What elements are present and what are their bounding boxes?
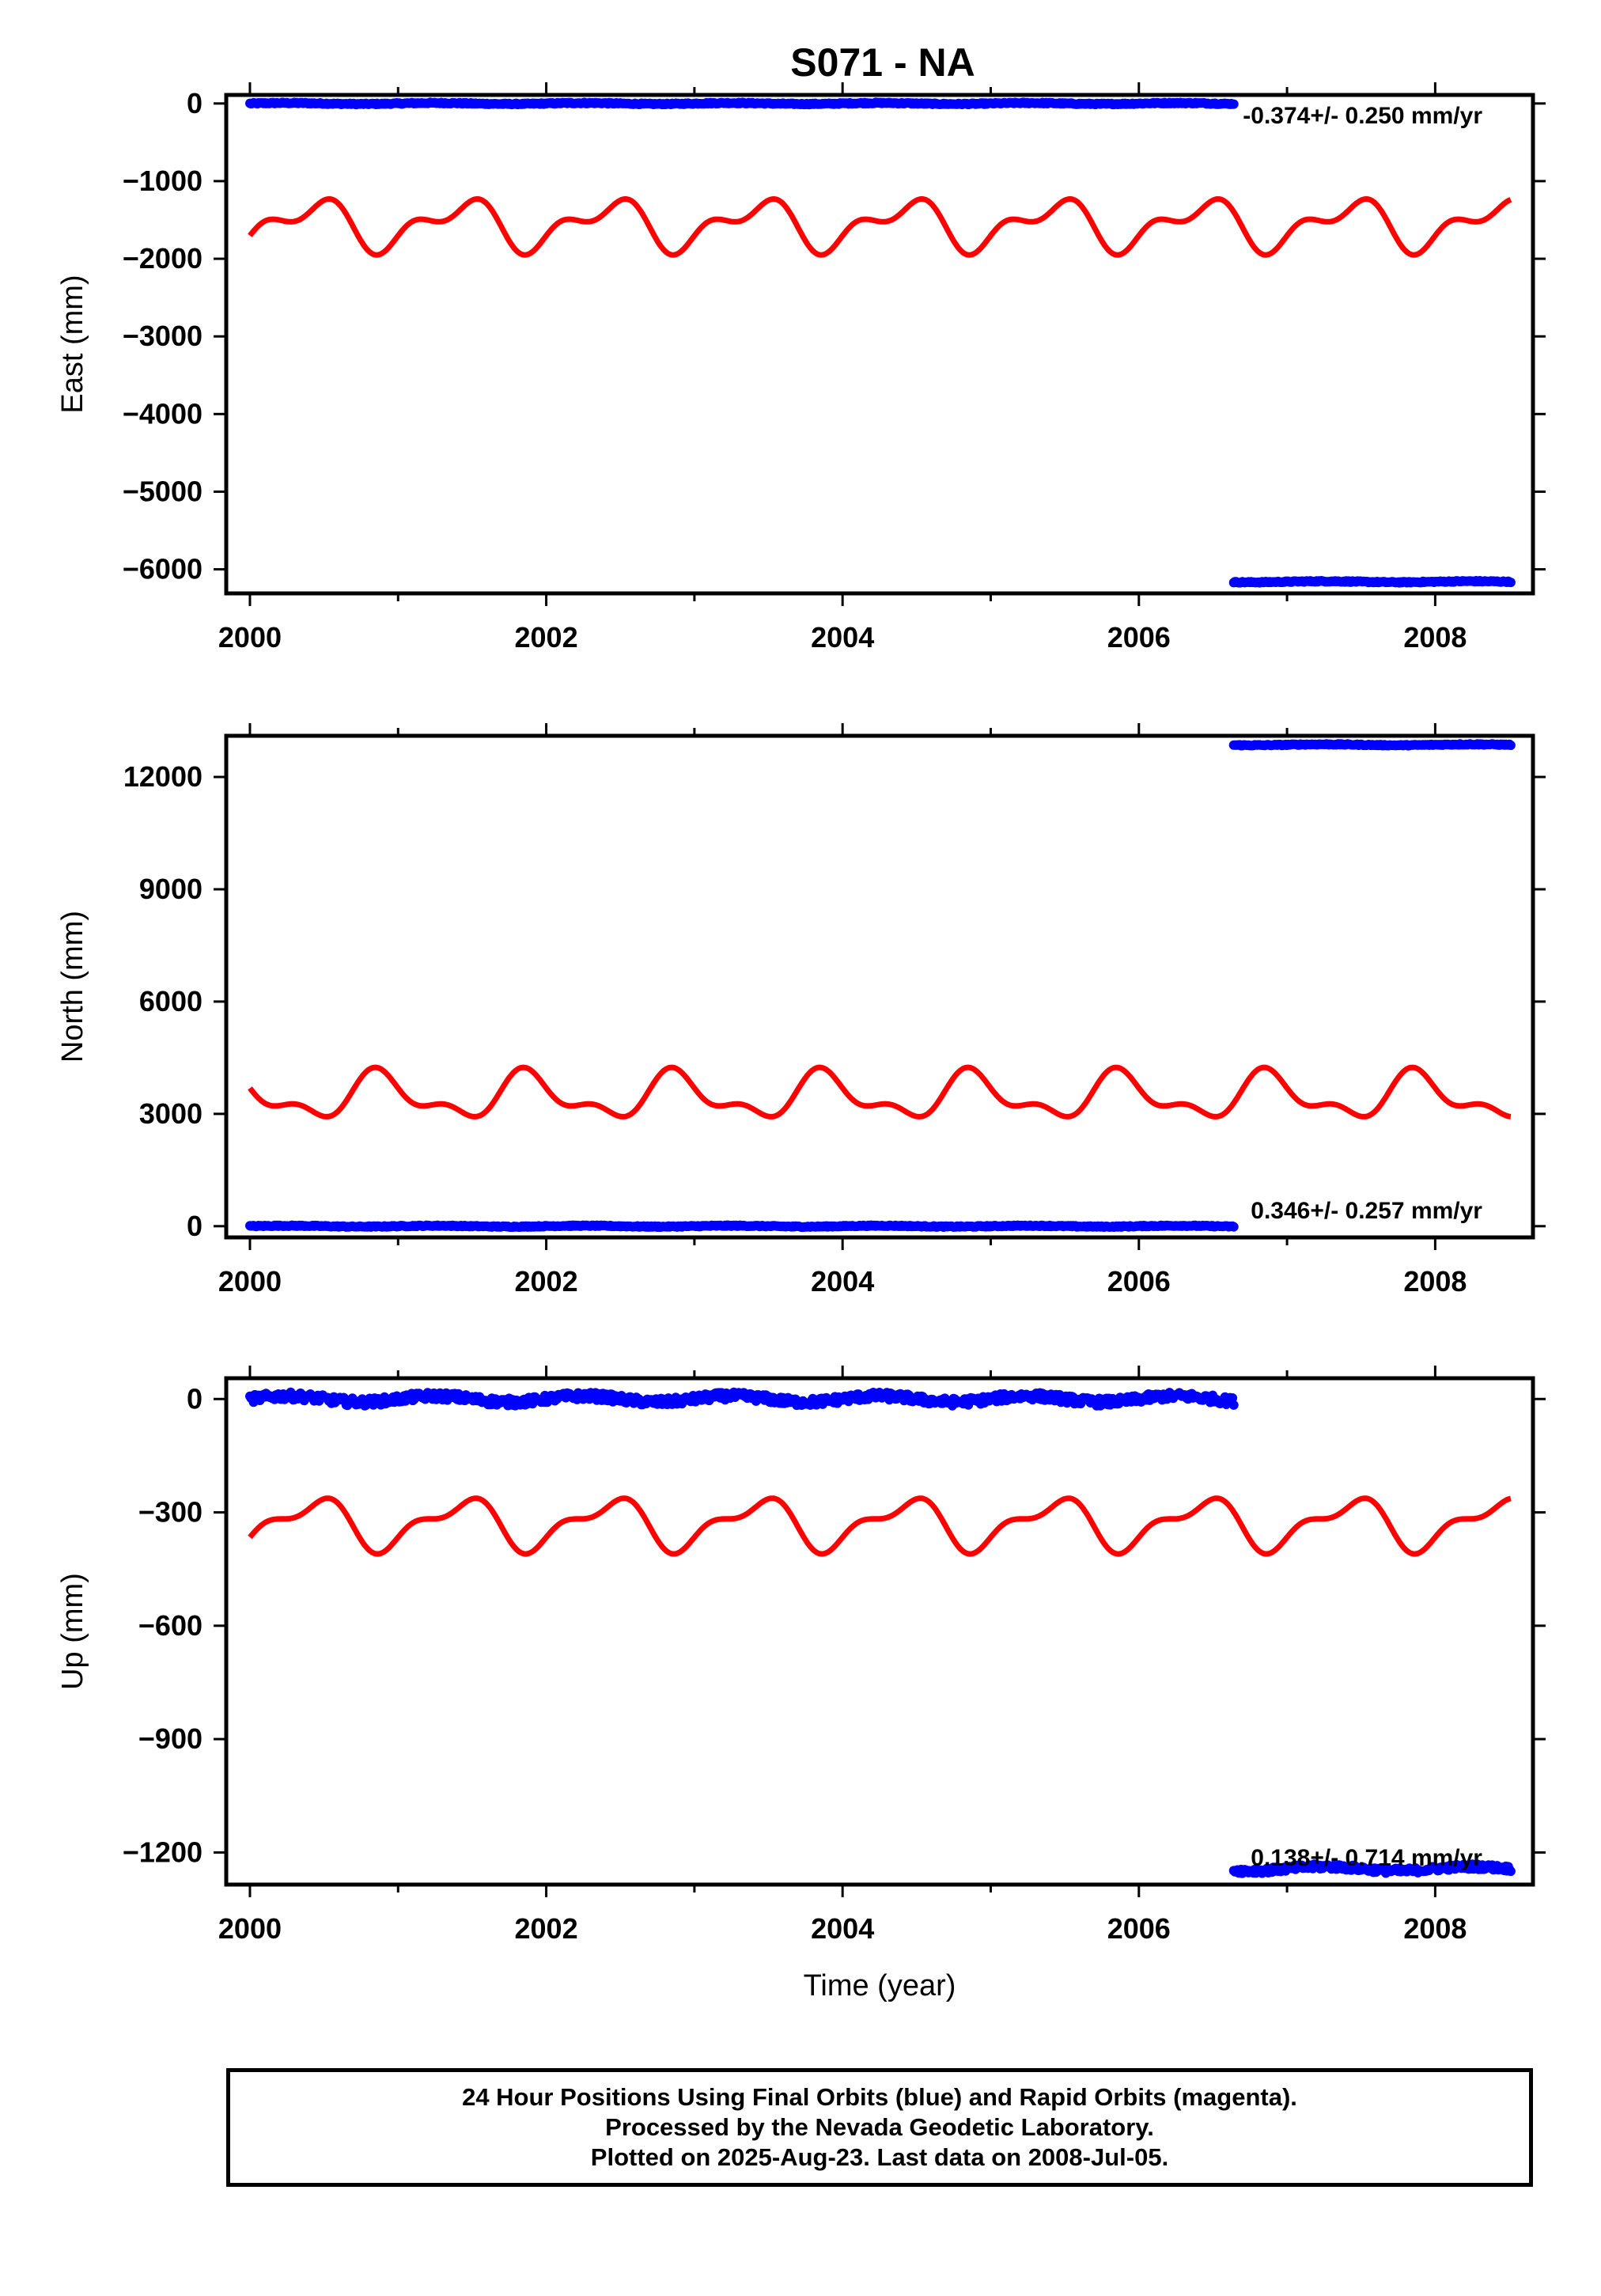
data-point [1228, 99, 1239, 109]
x-tick-label: 2004 [811, 1912, 874, 1945]
x-axis-label: Time (year) [804, 1969, 956, 2002]
x-tick-label: 2008 [1403, 1912, 1467, 1945]
y-tick-label: −6000 [123, 553, 202, 585]
y-tick-label: −300 [138, 1496, 202, 1529]
footer-line-lab: Processed by the Nevada Geodetic Laborat… [605, 2113, 1154, 2141]
footer-line-dates: Plotted on 2025-Aug-23. Last data on 200… [590, 2143, 1169, 2171]
y-tick-label: −3000 [123, 320, 202, 352]
y-axis-label: Up (mm) [56, 1573, 89, 1690]
y-tick-label: −900 [138, 1722, 202, 1755]
y-tick-label: −5000 [123, 475, 202, 507]
y-tick-label: 0 [187, 1210, 202, 1242]
processing-info-box: 24 Hour Positions Using Final Orbits (bl… [226, 2068, 1533, 2187]
panel-up: 2000 2002 2004 2006 2008 0 −300 −600 −900 −1200 Up… [56, 1366, 1546, 2002]
data-point [1505, 741, 1516, 750]
y-tick-label: −4000 [123, 397, 202, 430]
position-points [245, 739, 1516, 1233]
x-tick-label: 2008 [1403, 621, 1467, 654]
model-curve [248, 1495, 1512, 1557]
x-tick-label: 2004 [811, 1265, 874, 1298]
x-tick-label: 2002 [515, 621, 578, 654]
plot-frame [224, 733, 1535, 1240]
x-tick-label: 2000 [218, 621, 282, 654]
y-axis-label: North (mm) [56, 911, 89, 1063]
data-point [1505, 578, 1516, 588]
y-tick-label: 12000 [123, 760, 202, 793]
x-tick-label: 2008 [1403, 1265, 1467, 1298]
y-tick-label: 0 [187, 87, 202, 119]
velocity-annotation: 0.138+/- 0.714 mm/yr [1251, 1845, 1482, 1871]
model-curve [248, 1064, 1512, 1120]
data-point [1228, 1393, 1238, 1403]
x-tick-label: 2006 [1107, 621, 1171, 654]
data-point [1228, 1400, 1239, 1410]
y-tick-label: −1200 [123, 1836, 202, 1868]
y-tick-label: −1000 [123, 165, 202, 197]
x-tick-label: 2002 [515, 1265, 578, 1298]
data-point [1505, 1866, 1516, 1877]
panel-east: 2000 2002 2004 2006 2008 0 −1000 −2000 −3000 −400… [56, 82, 1546, 654]
y-axis-label: East (mm) [56, 275, 89, 413]
data-point [1228, 1222, 1239, 1232]
position-points [245, 1387, 1516, 1878]
position-points [245, 97, 1516, 588]
y-tick-label: 0 [187, 1382, 202, 1415]
y-tick-label: −2000 [123, 242, 202, 275]
plot-frame [224, 93, 1535, 596]
x-tick-label: 2000 [218, 1912, 282, 1945]
velocity-annotation: 0.346+/- 0.257 mm/yr [1251, 1198, 1482, 1224]
panel-north: 2000 2002 2004 2006 2008 0 3000 6000 9000 12000 No… [56, 723, 1546, 1298]
footer-line-orbits: 24 Hour Positions Using Final Orbits (bl… [462, 2083, 1297, 2111]
velocity-annotation: -0.374+/- 0.250 mm/yr [1243, 103, 1482, 129]
y-tick-label: 9000 [139, 873, 202, 905]
x-tick-label: 2002 [515, 1912, 578, 1945]
plot-frame [224, 1376, 1535, 1887]
x-tick-label: 2000 [218, 1265, 282, 1298]
x-tick-label: 2006 [1107, 1912, 1171, 1945]
y-tick-label: 3000 [139, 1097, 202, 1130]
y-tick-label: −600 [138, 1609, 202, 1642]
model-curve [248, 196, 1512, 258]
y-tick-label: 6000 [139, 985, 202, 1017]
chart-title: S071 - NA [790, 40, 975, 85]
x-tick-label: 2004 [811, 621, 874, 654]
x-tick-label: 2006 [1107, 1265, 1171, 1298]
